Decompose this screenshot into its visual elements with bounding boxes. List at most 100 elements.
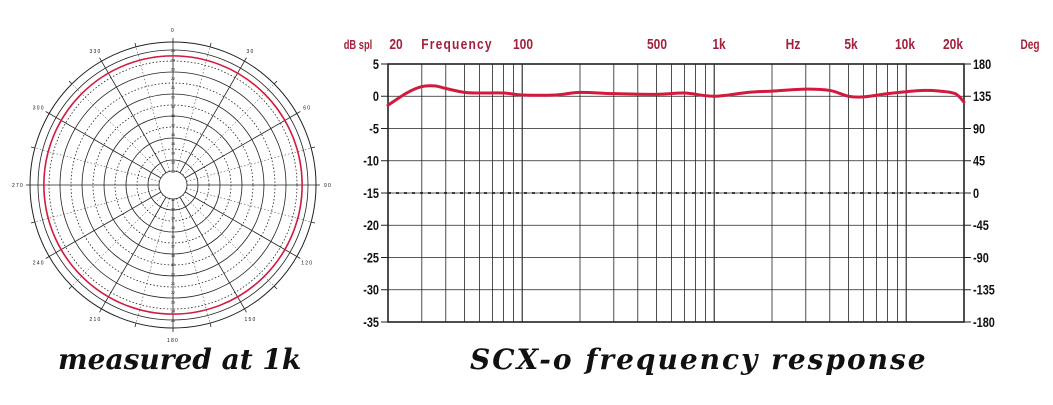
polar-radial-label: 12 <box>171 170 175 174</box>
polar-radial-label: 13 <box>171 207 175 211</box>
polar-tick <box>244 57 247 62</box>
freq-phase-axis-unit-label: Deg <box>1020 36 1039 52</box>
freq-y2-tick-label: -180 <box>973 315 995 331</box>
polar-tick <box>99 57 102 62</box>
polar-spoke <box>71 83 164 176</box>
freq-x-axis-label: 1k <box>712 36 726 53</box>
polar-spoke <box>48 191 162 257</box>
polar-angle-label: 0 <box>171 28 175 34</box>
polar-spoke <box>186 188 312 223</box>
polar-angle-label: 30 <box>247 49 255 55</box>
polar-spoke <box>182 83 275 176</box>
freq-y2-tick-label: 0 <box>973 186 979 202</box>
polar-spoke <box>184 113 298 179</box>
polar-radial-label: 25 <box>171 49 175 53</box>
polar-spoke <box>71 194 164 287</box>
polar-response-trace <box>43 55 303 315</box>
polar-tick <box>209 323 212 328</box>
polar-tick <box>296 256 301 259</box>
polar-radial-label: 22 <box>171 77 175 81</box>
polar-radial-label: 24 <box>171 310 175 314</box>
polar-angle-label: 60 <box>303 106 311 112</box>
freq-y-axis-unit-label: dB spl <box>344 39 373 53</box>
polar-spoke <box>186 147 312 182</box>
freq-y-tick-label: 5 <box>373 57 379 73</box>
polar-tick <box>244 308 247 313</box>
polar-radial-label: 20 <box>171 272 175 276</box>
polar-angle-label: 120 <box>301 261 313 267</box>
freq-y2-tick-label: -45 <box>973 218 989 234</box>
polar-tick <box>99 308 102 313</box>
freq-x-axis-label: 100 <box>513 36 533 53</box>
polar-radial-label: 24 <box>171 58 175 62</box>
polar-tick <box>273 80 278 85</box>
polar-angle-label: 150 <box>245 317 257 323</box>
polar-radial-label: 18 <box>171 254 175 258</box>
polar-spoke <box>101 196 167 310</box>
polar-radial-label: 17 <box>171 123 175 127</box>
polar-radial-label: 14 <box>171 217 175 221</box>
polar-radial-label: 20 <box>171 96 175 100</box>
polar-radial-label: 19 <box>171 263 175 267</box>
freq-x-axis-label: Frequency <box>421 36 492 53</box>
polar-radial-label: 21 <box>171 86 175 90</box>
polar-angle-label: 240 <box>33 261 45 267</box>
polar-spoke <box>184 191 298 257</box>
polar-angle-label: 270 <box>12 183 24 189</box>
polar-spoke <box>182 194 275 287</box>
polar-spoke <box>48 113 162 179</box>
freq-x-axis-label: 5k <box>844 36 858 53</box>
polar-spoke <box>34 147 160 182</box>
polar-radial-label: 12 <box>171 198 175 202</box>
polar-caption: measured at 1k <box>58 343 302 376</box>
freq-y-tick-label: -15 <box>363 186 379 202</box>
freq-y-tick-label: -20 <box>363 218 379 234</box>
polar-angle-label: 330 <box>90 49 102 55</box>
polar-radial-label: 23 <box>171 68 175 72</box>
polar-tick <box>296 111 301 114</box>
polar-radial-label: 15 <box>171 226 175 230</box>
polar-radial-label: 17 <box>171 245 175 249</box>
frequency-caption: SCX-o frequency response <box>470 343 928 376</box>
freq-y-tick-label: -10 <box>363 153 379 169</box>
freq-y-tick-label: 0 <box>373 89 379 105</box>
polar-tick <box>134 42 137 47</box>
freq-y-tick-label: -35 <box>363 315 379 331</box>
polar-tick <box>68 80 73 85</box>
polar-spoke <box>135 46 170 172</box>
freq-y-tick-label: -30 <box>363 282 379 298</box>
polar-radial-label: 21 <box>171 282 175 286</box>
polar-tick <box>311 221 316 224</box>
freq-y2-tick-label: 90 <box>973 121 985 137</box>
polar-plot: 0 30 60 90 120 150 180 210 240 270 300 330 25 25 24 24 2… <box>12 28 331 344</box>
freq-x-axis-label: 20k <box>943 36 963 53</box>
polar-radial-label: 23 <box>171 300 175 304</box>
polar-tick <box>311 146 316 149</box>
polar-tick <box>30 146 35 149</box>
freq-response-trace <box>386 84 966 107</box>
polar-spoke <box>101 60 167 174</box>
freq-y2-tick-label: 135 <box>973 89 991 105</box>
polar-spoke <box>179 196 245 310</box>
freq-y-tick-label: -25 <box>363 250 379 266</box>
polar-center-ring <box>158 170 188 200</box>
polar-radial-label: 18 <box>171 114 175 118</box>
polar-angle-label: 210 <box>90 317 102 323</box>
polar-tick <box>209 42 212 47</box>
freq-y2-tick-label: 45 <box>973 153 985 169</box>
freq-y2-tick-label: -90 <box>973 250 989 266</box>
polar-angle-label: 180 <box>167 338 179 344</box>
polar-spoke <box>34 188 160 223</box>
polar-radial-label: 14 <box>171 151 175 155</box>
polar-angle-label: 300 <box>33 106 45 112</box>
freq-x-axis-label: 10k <box>895 36 915 53</box>
frequency-response-plot: 5 0 -5 -10 -15 -20 -25 -30 -35 180 135 90 45 0 -45 -90 -… <box>344 36 1040 331</box>
polar-tick <box>68 285 73 290</box>
polar-tick <box>45 111 50 114</box>
polar-spoke <box>135 198 170 324</box>
polar-radial-label: 15 <box>171 142 175 146</box>
freq-y2-tick-label: -135 <box>973 282 995 298</box>
freq-x-axis-label: 500 <box>647 36 667 53</box>
polar-radial-label: 16 <box>171 235 175 239</box>
polar-tick <box>273 285 278 290</box>
